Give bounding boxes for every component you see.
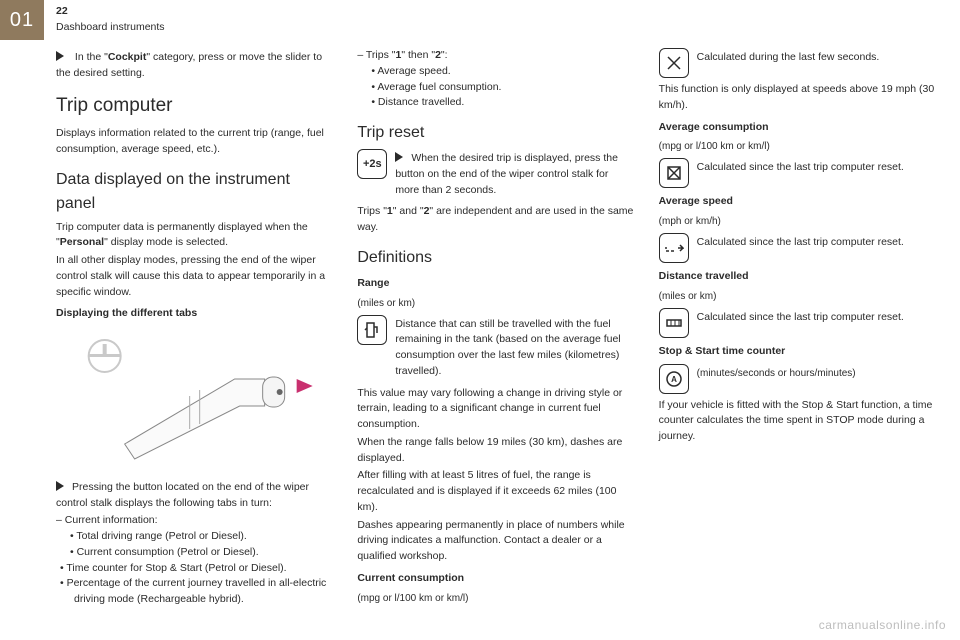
as-h: Average speed xyxy=(659,194,936,210)
distance-icon xyxy=(659,308,689,338)
as-p1: Calculated since the last trip computer … xyxy=(697,235,936,251)
dashes-warning: Dashes appearing permanently in place of… xyxy=(357,518,634,565)
ss-h: Stop & Start time counter xyxy=(659,344,936,360)
ac-p1: Calculated since the last trip computer … xyxy=(697,160,936,176)
stop-start-icon: A xyxy=(659,364,689,394)
chapter-badge: 01 xyxy=(0,0,44,40)
ss-p1: If your vehicle is fitted with the Stop … xyxy=(659,398,936,445)
cc-row: Calculated during the last few seconds. xyxy=(659,48,936,78)
range-h: Range xyxy=(357,276,634,292)
cc-p2: This function is only displayed at speed… xyxy=(659,82,936,114)
range-p4: After filling with at least 5 litres of … xyxy=(357,468,634,515)
ac-row: Calculated since the last trip computer … xyxy=(659,158,936,188)
cc-h: Current consumption xyxy=(357,571,634,587)
data-p2: In all other display modes, pressing the… xyxy=(56,253,333,300)
as-row: Calculated since the last trip computer … xyxy=(659,233,936,263)
plus-2s-icon: +2s xyxy=(357,149,387,179)
page-number: 22 xyxy=(56,5,68,17)
cockpit-instruction: In the "Cockpit" category, press or move… xyxy=(56,50,333,82)
dt-unit: (miles or km) xyxy=(659,289,936,304)
cc-p1: Calculated during the last few seconds. xyxy=(697,50,936,66)
ac-h: Average consumption xyxy=(659,120,936,136)
trips-list: Trips "1" then "2": Average speed. Avera… xyxy=(357,48,634,111)
page-header: 22 Dashboard instruments xyxy=(56,4,165,36)
avg-consumption-icon xyxy=(659,158,689,188)
range-unit: (miles or km) xyxy=(357,296,634,311)
heading-trip-computer: Trip computer xyxy=(56,92,333,121)
reset-p2: Trips "1" and "2" are independent and ar… xyxy=(357,204,634,236)
wiper-stalk-figure xyxy=(56,334,333,464)
range-p2: This value may vary following a change i… xyxy=(357,386,634,433)
current-info-cont: Time counter for Stop & Start (Petrol or… xyxy=(56,561,333,608)
range-row: Distance that can still be travelled wit… xyxy=(357,315,634,382)
avg-speed-icon xyxy=(659,233,689,263)
heading-trip-reset: Trip reset xyxy=(357,121,634,145)
as-unit: (mph or km/h) xyxy=(659,214,936,229)
fuel-pump-icon xyxy=(357,315,387,345)
dt-row: Calculated since the last trip computer … xyxy=(659,308,936,338)
body-columns: In the "Cockpit" category, press or move… xyxy=(56,48,936,612)
watermark: carmanualsonline.info xyxy=(819,616,946,634)
tabs-label: Displaying the different tabs xyxy=(56,306,333,322)
range-p1: Distance that can still be travelled wit… xyxy=(395,317,634,380)
dt-h: Distance travelled xyxy=(659,269,936,285)
cc-unit: (mpg or l/100 km or km/l) xyxy=(357,591,634,606)
heading-definitions: Definitions xyxy=(357,246,634,270)
ac-unit: (mpg or l/100 km or km/l) xyxy=(659,139,936,154)
current-info-list: Current information: Total driving range… xyxy=(56,513,333,560)
current-consumption-icon xyxy=(659,48,689,78)
trip-desc: Displays information related to the curr… xyxy=(56,126,333,158)
reset-row: +2s When the desired trip is displayed, … xyxy=(357,149,634,200)
reset-p1: When the desired trip is displayed, pres… xyxy=(395,151,634,198)
section-title: Dashboard instruments xyxy=(56,21,165,33)
dt-p1: Calculated since the last trip computer … xyxy=(697,310,936,326)
ss-unit: (minutes/seconds or hours/minutes) xyxy=(697,366,936,381)
heading-data-displayed: Data displayed on the instrument panel xyxy=(56,168,333,216)
range-p3: When the range falls below 19 miles (30 … xyxy=(357,435,634,467)
data-p1: Trip computer data is permanently displa… xyxy=(56,220,333,252)
svg-text:A: A xyxy=(671,375,677,384)
press-desc: Pressing the button located on the end o… xyxy=(56,480,333,512)
ss-row: A (minutes/seconds or hours/minutes) xyxy=(659,364,936,394)
